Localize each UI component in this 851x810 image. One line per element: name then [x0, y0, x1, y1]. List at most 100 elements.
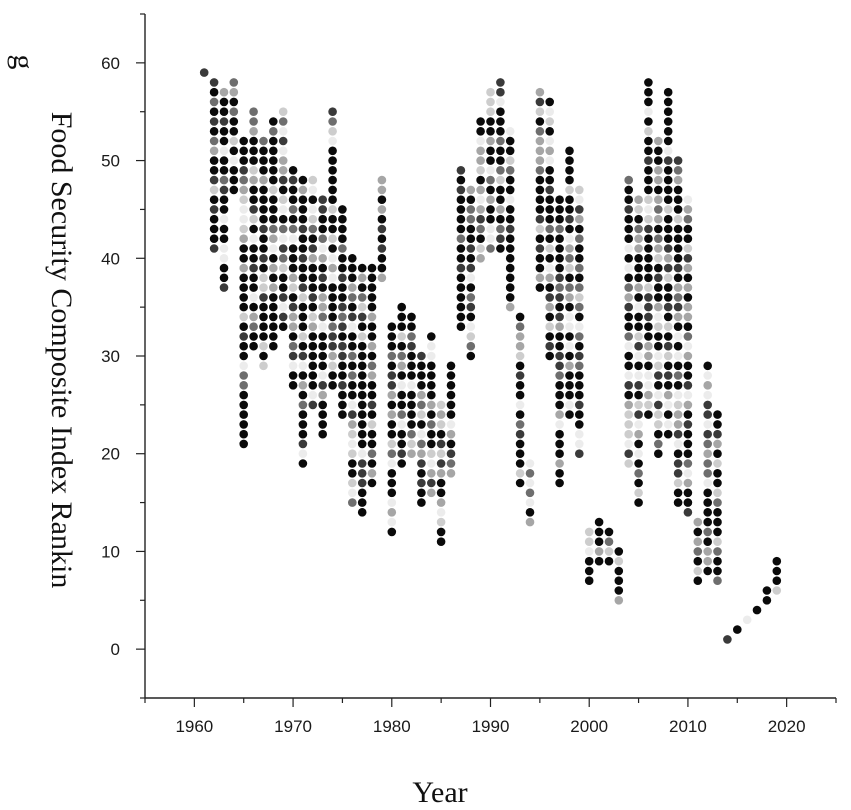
- data-point: [663, 410, 673, 419]
- data-point: [209, 244, 219, 253]
- data-point: [683, 293, 693, 302]
- data-point: [663, 351, 673, 361]
- x-tick-label: 1960: [175, 717, 213, 736]
- data-point: [683, 498, 693, 507]
- data-point: [259, 166, 268, 175]
- data-point: [565, 195, 574, 204]
- data-point: [496, 224, 505, 234]
- data-point: [298, 214, 308, 224]
- data-point: [288, 312, 298, 322]
- data-point: [209, 87, 219, 97]
- data-point: [713, 410, 722, 419]
- data-point: [565, 322, 574, 332]
- data-point: [624, 332, 633, 341]
- data-point: [634, 429, 643, 439]
- data-point: [663, 175, 673, 185]
- data-point: [466, 332, 476, 341]
- data-point: [357, 420, 367, 429]
- data-point: [624, 390, 633, 400]
- data-point: [209, 107, 219, 116]
- data-point: [308, 283, 318, 292]
- data-point: [545, 136, 554, 146]
- data-point: [703, 469, 712, 478]
- data-point: [387, 508, 397, 517]
- data-point: [278, 195, 288, 204]
- data-point: [565, 234, 574, 243]
- data-point: [387, 341, 397, 351]
- data-point: [209, 156, 219, 165]
- data-point: [348, 322, 357, 332]
- data-point: [367, 420, 377, 429]
- data-point: [555, 478, 564, 488]
- data-point: [209, 214, 219, 224]
- data-point: [209, 185, 219, 195]
- data-point: [397, 312, 407, 322]
- data-point: [417, 400, 426, 410]
- data-point: [654, 420, 663, 429]
- data-point: [219, 185, 229, 195]
- data-point: [683, 273, 693, 283]
- data-point: [575, 244, 584, 253]
- data-point: [624, 293, 633, 302]
- data-point: [505, 166, 515, 175]
- data-point: [673, 273, 683, 283]
- data-point: [486, 234, 495, 243]
- data-point: [673, 478, 683, 488]
- data-point: [357, 293, 367, 302]
- data-point: [367, 439, 377, 449]
- data-point: [269, 244, 278, 253]
- data-point: [278, 146, 288, 156]
- data-point: [555, 429, 564, 439]
- y-tick-label: 10: [101, 542, 120, 561]
- data-point: [515, 449, 525, 459]
- data-point: [545, 117, 554, 126]
- data-points: [199, 68, 782, 644]
- data-point: [683, 234, 693, 243]
- data-point: [456, 312, 466, 322]
- data-point: [298, 332, 308, 341]
- data-point: [417, 361, 426, 371]
- data-point: [219, 166, 229, 175]
- data-point: [703, 381, 712, 390]
- data-point: [209, 205, 219, 214]
- data-point: [515, 410, 525, 419]
- data-point: [436, 488, 446, 498]
- data-point: [427, 410, 436, 419]
- data-point: [624, 185, 633, 195]
- data-point: [555, 420, 564, 429]
- data-point: [239, 136, 248, 146]
- data-point: [703, 566, 712, 576]
- data-point: [565, 263, 574, 273]
- data-point: [525, 478, 535, 488]
- data-point: [584, 527, 594, 537]
- data-point: [575, 293, 584, 302]
- data-point: [654, 322, 663, 332]
- data-point: [239, 146, 248, 156]
- data-point: [387, 449, 397, 459]
- data-point: [505, 263, 515, 273]
- data-point: [575, 400, 584, 410]
- data-point: [219, 234, 229, 243]
- data-point: [298, 273, 308, 283]
- data-point: [663, 381, 673, 390]
- data-point: [644, 381, 653, 390]
- data-point: [298, 263, 308, 273]
- data-point: [417, 381, 426, 390]
- data-point: [634, 439, 643, 449]
- data-point: [348, 439, 357, 449]
- data-point: [535, 146, 545, 156]
- data-point: [673, 175, 683, 185]
- data-point: [575, 351, 584, 361]
- data-point: [713, 566, 722, 576]
- data-point: [673, 263, 683, 273]
- data-point: [328, 175, 337, 185]
- data-point: [239, 390, 248, 400]
- data-point: [308, 293, 318, 302]
- data-point: [338, 400, 347, 410]
- data-point: [269, 322, 278, 332]
- data-point: [654, 205, 663, 214]
- data-point: [545, 166, 554, 175]
- data-point: [209, 97, 219, 107]
- data-point: [387, 527, 397, 537]
- data-point: [486, 146, 495, 156]
